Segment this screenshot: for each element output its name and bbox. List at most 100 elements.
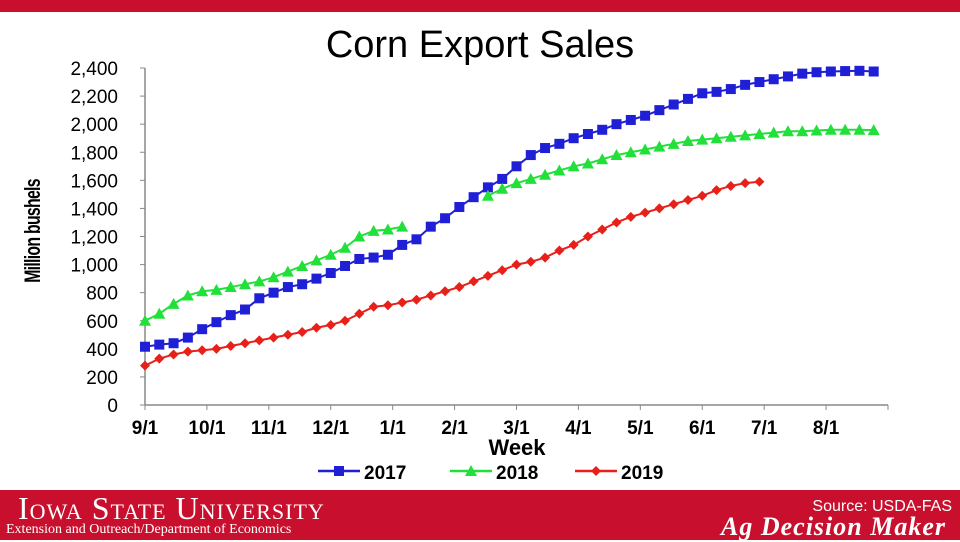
data-point <box>325 268 336 279</box>
y-tick-label: 0 <box>107 396 118 417</box>
data-point <box>254 335 265 346</box>
data-point <box>582 231 593 242</box>
data-point <box>281 265 294 277</box>
data-point <box>168 349 179 360</box>
data-point <box>340 260 351 271</box>
data-point <box>353 230 366 242</box>
data-point <box>254 293 265 304</box>
data-point <box>482 182 493 193</box>
chart-axes <box>144 68 888 406</box>
series-2018 <box>139 123 880 326</box>
data-point <box>267 271 280 283</box>
data-point <box>454 282 465 293</box>
y-tick-label: 200 <box>86 368 118 389</box>
data-point <box>382 300 393 311</box>
data-point <box>297 326 308 337</box>
data-point <box>310 254 323 266</box>
data-point <box>753 127 766 139</box>
y-tick-label: 1,000 <box>70 256 118 277</box>
data-point <box>710 132 723 144</box>
data-point <box>496 182 509 194</box>
data-point <box>381 223 394 235</box>
data-point <box>640 110 651 121</box>
data-point <box>754 176 765 187</box>
data-point <box>754 77 765 88</box>
chart-legend: 2017 2018 2019 <box>318 463 663 484</box>
series-line-2019 <box>144 180 760 367</box>
legend-item-2018: 2018 <box>450 463 538 484</box>
data-point <box>810 124 823 136</box>
data-point <box>196 285 209 297</box>
data-point <box>339 241 352 253</box>
data-point <box>425 221 436 232</box>
data-point <box>554 245 565 256</box>
data-point <box>597 224 608 235</box>
data-point <box>368 301 379 312</box>
data-point <box>511 161 522 172</box>
legend-label: 2019 <box>621 463 663 484</box>
data-point <box>611 217 622 228</box>
data-point <box>682 194 693 205</box>
data-point <box>382 249 393 260</box>
data-point <box>596 153 609 165</box>
data-point <box>239 278 252 290</box>
data-point <box>839 123 852 135</box>
data-point <box>653 140 666 152</box>
data-point <box>825 66 836 77</box>
x-tick-label: 3/1 <box>503 418 530 439</box>
data-point <box>697 190 708 201</box>
data-point <box>268 287 279 298</box>
data-point <box>411 234 422 245</box>
data-point <box>597 124 608 135</box>
data-point <box>311 322 322 333</box>
data-point <box>325 319 336 330</box>
y-tick-label: 2,000 <box>70 115 118 136</box>
data-point <box>697 88 708 99</box>
data-point <box>297 279 308 290</box>
data-point <box>497 173 508 184</box>
data-point <box>340 315 351 326</box>
data-point <box>725 180 736 191</box>
data-point <box>668 99 679 110</box>
data-point <box>639 143 652 155</box>
x-tick-label: 4/1 <box>565 418 592 439</box>
data-point <box>311 273 322 284</box>
y-tick-label: 2,400 <box>70 59 118 80</box>
data-point <box>868 66 879 77</box>
data-point <box>211 317 222 328</box>
data-point <box>440 213 451 224</box>
top-accent-bar <box>0 0 960 12</box>
data-point <box>824 123 837 135</box>
data-point <box>840 66 851 77</box>
data-point <box>240 338 251 349</box>
data-point <box>681 135 694 147</box>
data-point <box>153 307 166 319</box>
data-point <box>654 105 665 116</box>
data-point <box>568 239 579 250</box>
data-point <box>225 341 236 352</box>
data-point <box>867 124 880 136</box>
data-point <box>640 207 651 218</box>
data-point <box>282 329 293 340</box>
data-point <box>139 314 151 326</box>
brand-logo-text: Ag Decision Maker <box>721 512 946 541</box>
chart-title: Corn Export Sales <box>325 24 635 66</box>
data-point <box>782 71 793 82</box>
data-point <box>468 192 479 203</box>
data-point <box>454 202 465 213</box>
data-point <box>625 114 636 125</box>
x-axis-label: Week <box>488 435 546 460</box>
data-point <box>581 157 594 169</box>
source-text: Source: USDA-FAS <box>812 498 952 515</box>
data-point <box>197 345 208 356</box>
data-point <box>411 294 422 305</box>
data-point <box>811 67 822 78</box>
data-point <box>296 259 309 271</box>
x-axis-ticks: 9/1 10/1 11/1 12/1 1/1 2/1 3/1 4/1 5/1 6/1 7/1 8/1 <box>132 405 889 439</box>
y-axis-ticks: 0 200 400 600 800 1,000 1,200 1,400 1,600 1,800 2,… <box>70 59 145 417</box>
data-point <box>740 79 751 90</box>
data-point <box>497 265 508 276</box>
data-point <box>539 168 552 180</box>
data-point <box>682 93 693 104</box>
x-tick-label: 8/1 <box>813 418 840 439</box>
